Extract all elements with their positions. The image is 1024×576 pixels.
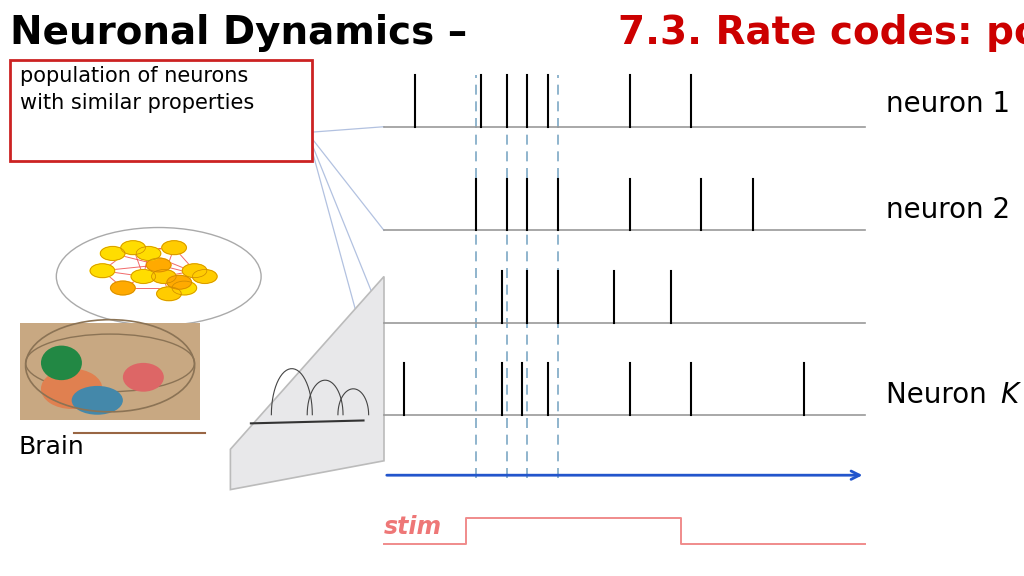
Text: Neuron: Neuron [886,381,1005,408]
Bar [20,323,200,420]
Polygon shape [230,276,384,490]
Text: neuron 2: neuron 2 [886,196,1010,224]
Circle shape [157,287,181,301]
Circle shape [90,264,115,278]
Circle shape [131,270,156,283]
Circle shape [100,247,125,260]
Circle shape [121,241,145,255]
Circle shape [182,264,207,278]
Ellipse shape [56,228,261,325]
Circle shape [172,281,197,295]
Text: $K$: $K$ [1000,381,1023,408]
Circle shape [193,270,217,283]
Text: population of neurons
with similar properties: population of neurons with similar prope… [20,66,255,113]
Text: Neuronal Dynamics –: Neuronal Dynamics – [10,14,481,52]
Ellipse shape [41,369,102,409]
Bar [10,60,312,161]
Text: stim: stim [384,515,442,539]
Circle shape [111,281,135,295]
Ellipse shape [26,334,195,392]
Circle shape [146,258,171,272]
Ellipse shape [72,386,123,415]
Circle shape [136,247,161,260]
Circle shape [167,275,191,289]
Text: neuron 1: neuron 1 [886,90,1010,118]
Text: 7.3. Rate codes: population activity: 7.3. Rate codes: population activity [617,14,1024,52]
Ellipse shape [123,363,164,392]
Ellipse shape [41,346,82,380]
Circle shape [152,270,176,283]
Text: Brain: Brain [18,435,84,459]
Circle shape [162,241,186,255]
